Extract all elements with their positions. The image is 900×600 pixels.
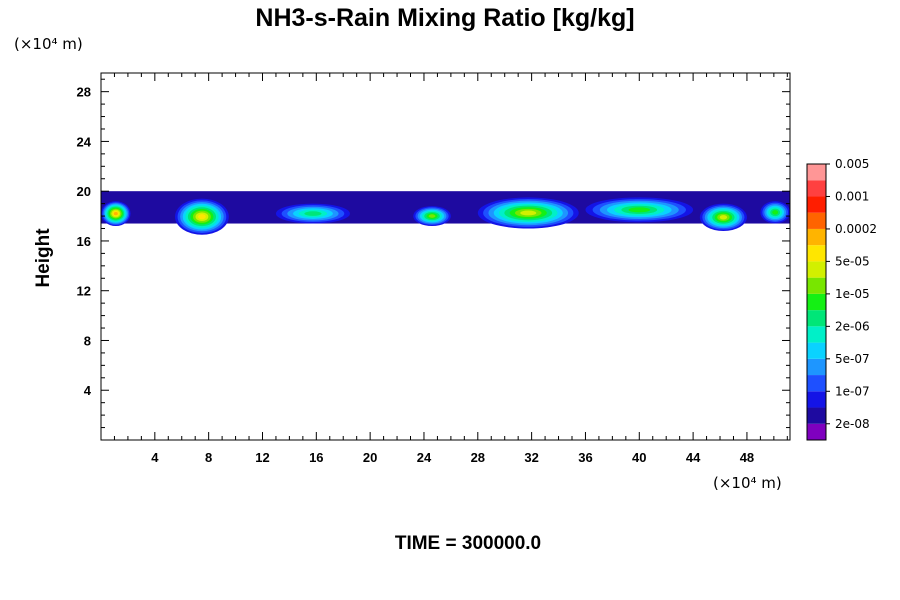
y-tick-label: 16 [77, 234, 91, 249]
colorbar-swatch [807, 423, 826, 440]
chart-title: NH3-s-Rain Mixing Ratio [kg/kg] [255, 4, 634, 32]
contour-fill [628, 207, 651, 213]
cloud-cell [175, 198, 229, 235]
cloud-cell [585, 197, 694, 223]
y-axis-unit: (×10⁴ m) [14, 35, 83, 53]
contour-fill [520, 210, 537, 216]
x-tick-label: 4 [151, 450, 159, 465]
x-tick-label: 40 [632, 450, 646, 465]
cloud-cell [101, 201, 131, 227]
y-axis-label: Height [33, 228, 54, 288]
colorbar-swatch [807, 228, 826, 246]
contour-fill [304, 211, 322, 216]
colorbar-label: 2e-06 [835, 319, 870, 333]
colorbar-swatch [807, 310, 826, 327]
x-tick-label: 20 [363, 450, 377, 465]
colorbar-swatch [807, 245, 826, 262]
contour-fill [428, 214, 436, 218]
colorbar: 2e-08 1e-07 5e-07 2e-06 1e-05 5e-05 0.0002 0.00… [806, 157, 877, 441]
colorbar-label: 2e-08 [835, 417, 870, 431]
contour-fill [772, 210, 779, 215]
time-label: TIME = 300000.0 [395, 533, 541, 554]
y-tick-label: 24 [77, 134, 92, 149]
y-tick-label: 4 [84, 383, 92, 398]
colorbar-label: 0.001 [835, 189, 869, 203]
colorbar-swatch [807, 407, 826, 424]
y-tick-label: 28 [77, 85, 91, 100]
plot-area [101, 191, 790, 235]
colorbar-swatch [807, 196, 826, 213]
x-tick-label: 8 [205, 450, 212, 465]
colorbar-label: 5e-05 [835, 254, 870, 268]
y-tick-label: 12 [77, 284, 91, 299]
y-tick-label: 8 [84, 333, 91, 348]
x-tick-label: 44 [686, 450, 701, 465]
x-tick-label: 24 [417, 450, 432, 465]
cloud-cell [760, 201, 790, 224]
colorbar-swatch [807, 164, 826, 181]
contour-fill [113, 211, 118, 216]
cloud-cell [477, 197, 579, 229]
colorbar-label: 5e-07 [835, 352, 870, 366]
colorbar-label: 0.0002 [835, 222, 877, 236]
plot-frame [100, 72, 791, 441]
x-tick-label: 32 [524, 450, 538, 465]
colorbar-swatch [807, 212, 826, 229]
colorbar-swatch [807, 391, 826, 408]
colorbar-swatch [807, 375, 826, 392]
colorbar-swatch [807, 293, 826, 311]
cloud-cell [413, 206, 451, 227]
colorbar-swatch [807, 277, 826, 294]
x-axis-unit: (×10⁴ m) [713, 474, 782, 492]
colorbar-frame [806, 163, 827, 441]
colorbar-swatch [807, 342, 826, 359]
y-tick-label: 20 [77, 184, 91, 199]
x-tick-label: 12 [255, 450, 269, 465]
colorbar-swatch [807, 261, 826, 278]
x-tick-label: 36 [578, 450, 592, 465]
cloud-cell [275, 203, 350, 224]
colorbar-label: 1e-05 [835, 287, 870, 301]
colorbar-swatch [807, 180, 826, 197]
colorbar-label: 1e-07 [835, 384, 870, 398]
x-tick-label: 48 [740, 450, 754, 465]
contour-fill [719, 215, 728, 220]
x-tick-label: 28 [471, 450, 485, 465]
colorbar-label: 0.005 [835, 157, 869, 171]
contour-fill [198, 214, 206, 220]
x-tick-label: 16 [309, 450, 323, 465]
cloud-cell [699, 203, 747, 231]
colorbar-swatch [807, 358, 826, 376]
colorbar-swatch [807, 326, 826, 343]
